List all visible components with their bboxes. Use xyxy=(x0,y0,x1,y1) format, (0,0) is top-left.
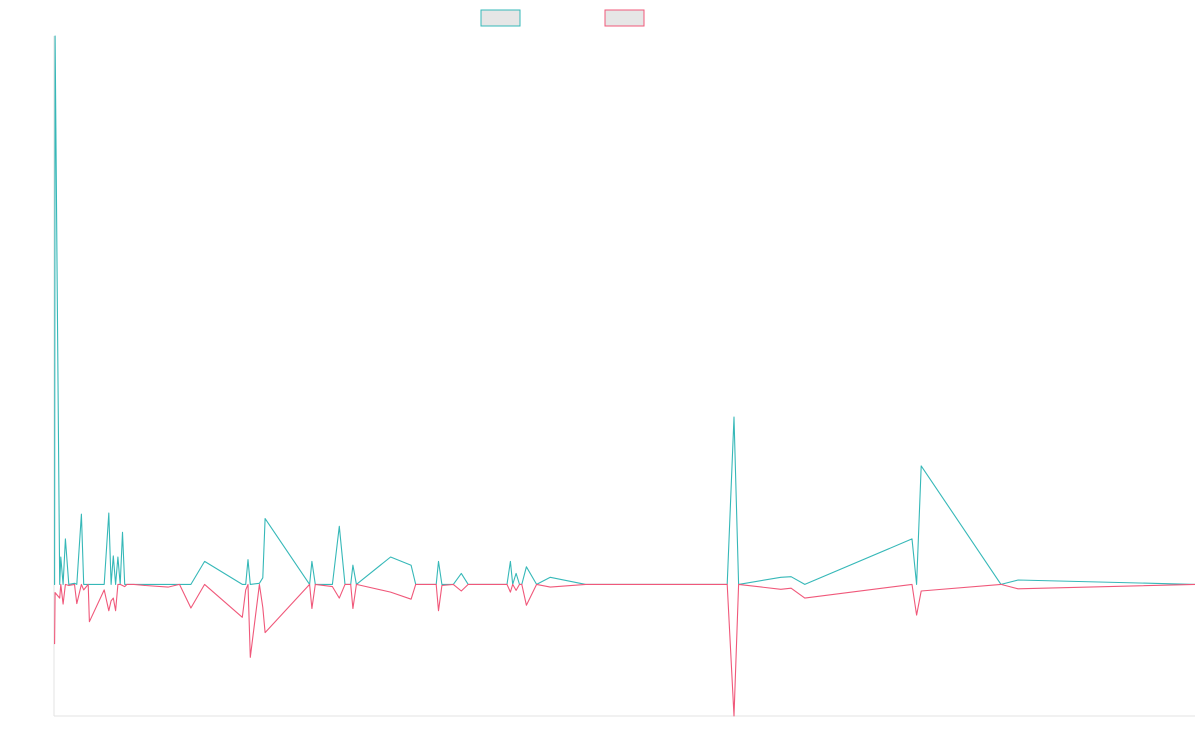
legend-swatch-1 xyxy=(480,9,521,27)
legend-swatch-2 xyxy=(604,9,645,27)
legend xyxy=(480,9,645,27)
series-line-2 xyxy=(54,583,1196,717)
axes xyxy=(53,36,1195,717)
series-line-1 xyxy=(54,35,1196,585)
series-layer xyxy=(54,35,1196,717)
